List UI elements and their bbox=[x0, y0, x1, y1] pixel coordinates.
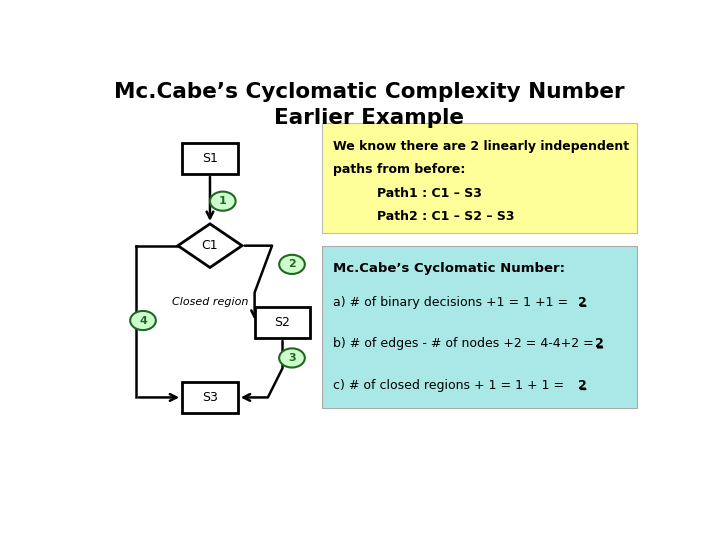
Circle shape bbox=[279, 348, 305, 368]
Text: We know there are 2 linearly independent: We know there are 2 linearly independent bbox=[333, 140, 629, 153]
Text: Mc.Cabe’s Cyclomatic Number:: Mc.Cabe’s Cyclomatic Number: bbox=[333, 262, 564, 275]
FancyBboxPatch shape bbox=[255, 307, 310, 338]
Text: Path2 : C1 – S2 – S3: Path2 : C1 – S2 – S3 bbox=[377, 210, 515, 224]
Text: 1: 1 bbox=[219, 196, 227, 206]
Text: paths from before:: paths from before: bbox=[333, 163, 465, 176]
Text: Mc.Cabe’s Cyclomatic Complexity Number: Mc.Cabe’s Cyclomatic Complexity Number bbox=[114, 82, 624, 102]
Circle shape bbox=[130, 311, 156, 330]
Text: S2: S2 bbox=[274, 316, 290, 329]
Text: 2: 2 bbox=[595, 337, 604, 350]
Circle shape bbox=[210, 192, 235, 211]
Text: 3: 3 bbox=[288, 353, 296, 363]
Text: 2: 2 bbox=[578, 295, 587, 308]
Text: 4: 4 bbox=[139, 315, 147, 326]
Text: c) # of closed regions + 1 = 1 + 1 =: c) # of closed regions + 1 = 1 + 1 = bbox=[333, 379, 568, 392]
FancyBboxPatch shape bbox=[322, 123, 637, 233]
Text: 2: 2 bbox=[288, 259, 296, 269]
Text: Path1 : C1 – S3: Path1 : C1 – S3 bbox=[377, 187, 482, 200]
Text: a) # of binary decisions +1 = 1 +1 =: a) # of binary decisions +1 = 1 +1 = bbox=[333, 295, 572, 308]
Text: Closed region: Closed region bbox=[172, 297, 248, 307]
Text: b) # of edges - # of nodes +2 = 4-4+2 =: b) # of edges - # of nodes +2 = 4-4+2 = bbox=[333, 337, 598, 350]
Text: C1: C1 bbox=[202, 239, 218, 252]
Circle shape bbox=[279, 255, 305, 274]
Text: S1: S1 bbox=[202, 152, 218, 165]
Text: Earlier Example: Earlier Example bbox=[274, 108, 464, 128]
FancyBboxPatch shape bbox=[182, 143, 238, 174]
Polygon shape bbox=[178, 224, 242, 267]
Text: 2: 2 bbox=[578, 379, 587, 392]
Text: S3: S3 bbox=[202, 391, 218, 404]
FancyBboxPatch shape bbox=[182, 382, 238, 413]
FancyBboxPatch shape bbox=[322, 246, 637, 408]
